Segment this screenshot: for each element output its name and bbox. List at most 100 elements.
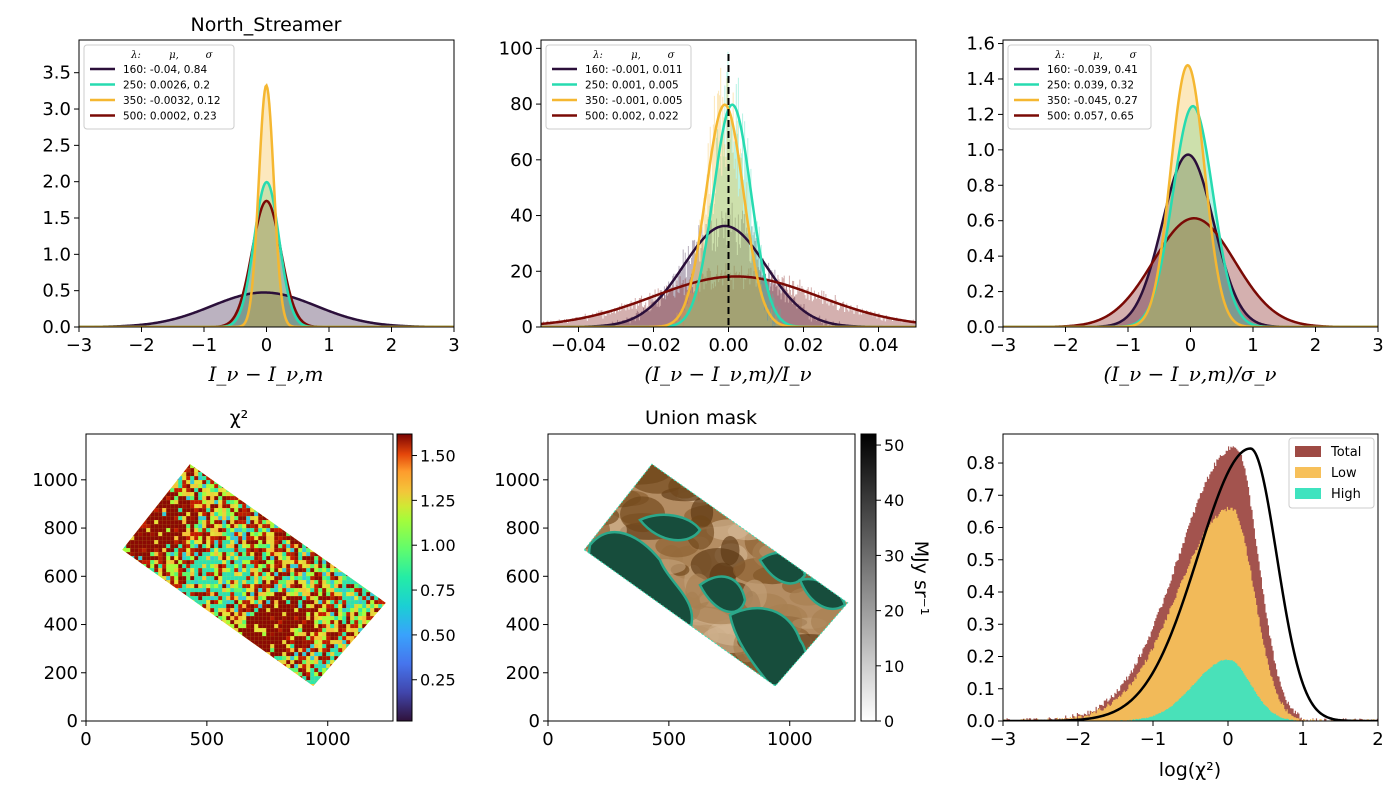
map-pixel: [198, 596, 203, 601]
map-pixel: [378, 492, 383, 497]
map-pixel: [294, 652, 299, 657]
map-pixel: [182, 468, 187, 473]
map-pixel: [314, 536, 319, 541]
map-pixel: [366, 560, 371, 565]
map-pixel: [314, 464, 319, 469]
map-pixel: [162, 560, 167, 565]
map-pixel: [266, 572, 271, 577]
map-pixel: [302, 640, 307, 645]
map-pixel: [258, 560, 263, 565]
map-pixel: [166, 684, 171, 687]
map-pixel: [270, 636, 275, 641]
map-pixel: [138, 540, 143, 545]
map-pixel: [282, 576, 287, 581]
x-tick-label: 0.04: [858, 335, 898, 356]
map-pixel: [146, 464, 151, 469]
map-pixel: [138, 576, 143, 581]
map-pixel: [306, 644, 311, 649]
map-pixel: [282, 644, 287, 649]
map-pixel: [218, 608, 223, 613]
map-pixel: [270, 512, 275, 517]
map-pixel: [258, 580, 263, 585]
map-pixel: [350, 568, 355, 573]
map-pixel: [126, 676, 131, 681]
map-pixel: [246, 684, 251, 687]
map-pixel: [142, 480, 147, 485]
map-pixel: [270, 612, 275, 617]
map-pixel: [202, 544, 207, 549]
map-pixel: [218, 664, 223, 669]
map-pixel: [262, 660, 267, 665]
map-pixel: [126, 504, 131, 509]
map-pixel: [242, 596, 247, 601]
map-pixel: [322, 604, 327, 609]
map-pixel: [166, 516, 171, 521]
map-pixel: [274, 568, 279, 573]
map-pixel: [230, 660, 235, 665]
map-pixel: [382, 640, 386, 645]
map-pixel: [250, 484, 255, 489]
map-pixel: [302, 660, 307, 665]
map-pixel: [178, 572, 183, 577]
map-pixel: [294, 468, 299, 473]
map-pixel: [174, 484, 179, 489]
map-pixel: [290, 564, 295, 569]
map-pixel: [178, 524, 183, 529]
map-pixel: [158, 540, 163, 545]
map-pixel: [146, 620, 151, 625]
map-pixel: [246, 500, 251, 505]
map-pixel: [326, 636, 331, 641]
map-pixel: [290, 476, 295, 481]
map-pixel: [262, 576, 267, 581]
map-pixel: [362, 476, 367, 481]
map-pixel: [310, 524, 315, 529]
map-pixel: [366, 604, 371, 609]
map-pixel: [194, 612, 199, 617]
map-pixel: [338, 676, 343, 681]
map-pixel: [286, 472, 291, 477]
map-pixel: [138, 644, 143, 649]
map-pixel: [286, 576, 291, 581]
map-pixel: [150, 640, 155, 645]
map-pixel: [234, 616, 239, 621]
map-pixel: [178, 604, 183, 609]
map-pixel: [242, 628, 247, 633]
map-pixel: [298, 648, 303, 653]
histogram-fill: [79, 292, 454, 327]
map-pixel: [370, 644, 375, 649]
map-pixel: [202, 532, 207, 537]
legend-header: λ:: [1054, 50, 1065, 61]
map-pixel: [302, 584, 307, 589]
map-pixel: [238, 528, 243, 533]
map-pixel: [206, 644, 211, 649]
map-pixel: [382, 620, 386, 625]
map-pixel: [290, 536, 295, 541]
map-pixel: [158, 516, 163, 521]
map-pixel: [122, 584, 127, 589]
map-pixel: [210, 632, 215, 637]
map-pixel: [302, 676, 307, 681]
map-pixel: [298, 548, 303, 553]
map-pixel: [174, 464, 179, 469]
map-pixel: [354, 644, 359, 649]
map-pixel: [146, 680, 151, 685]
map-pixel: [122, 492, 127, 497]
map-pixel: [222, 572, 227, 577]
map-pixel: [126, 568, 131, 573]
map-pixel: [318, 668, 323, 673]
map-pixel: [310, 640, 315, 645]
map-pixel: [358, 572, 363, 577]
map-pixel: [374, 472, 379, 477]
map-pixel: [362, 636, 367, 641]
map-pixel: [382, 604, 386, 609]
map-pixel: [358, 488, 363, 493]
map-pixel: [322, 544, 327, 549]
map-pixel: [226, 620, 231, 625]
map-pixel: [290, 660, 295, 665]
map-pixel: [294, 576, 299, 581]
map-pixel: [194, 600, 199, 605]
legend-entry: 350: -0.0032, 0.12: [123, 95, 221, 107]
map-pixel: [162, 612, 167, 617]
map-pixel: [274, 620, 279, 625]
map-pixel: [230, 656, 235, 661]
